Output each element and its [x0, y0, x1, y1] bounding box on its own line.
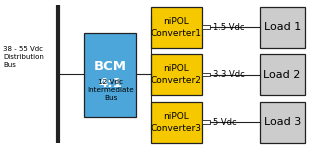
FancyBboxPatch shape	[84, 33, 136, 117]
FancyBboxPatch shape	[151, 7, 202, 48]
FancyBboxPatch shape	[151, 102, 202, 143]
Text: niPOL
Converter2: niPOL Converter2	[151, 64, 202, 85]
Text: 3.3 Vdc: 3.3 Vdc	[213, 70, 245, 79]
Text: Load 1: Load 1	[263, 22, 301, 32]
FancyBboxPatch shape	[151, 54, 202, 95]
Text: niPOL
Converter1: niPOL Converter1	[151, 17, 202, 38]
Bar	[202, 25, 210, 29]
Text: niPOL
Converter3: niPOL Converter3	[151, 112, 202, 133]
FancyBboxPatch shape	[260, 54, 305, 95]
Bar	[202, 73, 210, 76]
Text: 5 Vdc: 5 Vdc	[213, 118, 237, 127]
Text: Load 2: Load 2	[263, 70, 301, 80]
Bar	[202, 120, 210, 124]
Text: BCM
4:1: BCM 4:1	[94, 60, 126, 90]
Text: Load 3: Load 3	[263, 117, 301, 127]
Text: 12 Vdc
Intermediate
Bus: 12 Vdc Intermediate Bus	[87, 79, 134, 101]
Text: 1.5 Vdc: 1.5 Vdc	[213, 23, 245, 32]
FancyBboxPatch shape	[260, 7, 305, 48]
Text: 38 - 55 Vdc
Distribution
Bus: 38 - 55 Vdc Distribution Bus	[3, 46, 44, 68]
FancyBboxPatch shape	[260, 102, 305, 143]
